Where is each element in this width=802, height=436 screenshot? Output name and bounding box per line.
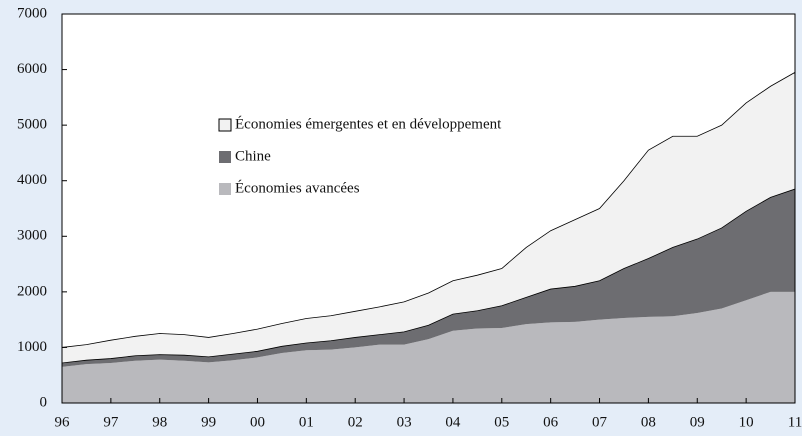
x-tick-label: 97 <box>103 414 119 430</box>
x-tick-label: 00 <box>250 414 265 430</box>
legend-swatch <box>219 151 231 163</box>
x-tick-label: 11 <box>788 414 802 430</box>
y-tick-label: 0 <box>40 394 48 410</box>
x-tick-label: 09 <box>690 414 705 430</box>
y-tick-label: 5000 <box>17 117 47 133</box>
x-tick-label: 04 <box>445 414 461 430</box>
x-tick-label: 01 <box>299 414 314 430</box>
y-tick-label: 7000 <box>17 5 47 21</box>
y-tick-label: 4000 <box>17 172 47 188</box>
x-tick-label: 10 <box>739 414 754 430</box>
x-tick-label: 96 <box>55 414 71 430</box>
legend-label: Chine <box>235 148 271 164</box>
y-tick-label: 2000 <box>17 283 47 299</box>
area <box>62 291 795 403</box>
y-tick-label: 1000 <box>17 339 47 355</box>
x-tick-label: 98 <box>152 414 167 430</box>
x-tick-label: 06 <box>543 414 559 430</box>
legend-label: Économies émergentes et en développement <box>235 115 502 132</box>
x-tick-label: 03 <box>397 414 412 430</box>
legend-swatch <box>218 118 232 132</box>
y-tick-label: 3000 <box>17 228 47 244</box>
x-tick-label: 05 <box>494 414 509 430</box>
legend-swatch <box>219 183 231 195</box>
area <box>62 189 795 367</box>
y-tick-label: 6000 <box>17 61 47 77</box>
legend-label: Économies avancées <box>235 179 360 196</box>
plot-frame <box>61 13 796 404</box>
x-tick-label: 02 <box>348 414 363 430</box>
x-tick-label: 07 <box>592 414 608 430</box>
x-tick-label: 08 <box>641 414 656 430</box>
x-tick-label: 99 <box>201 414 216 430</box>
